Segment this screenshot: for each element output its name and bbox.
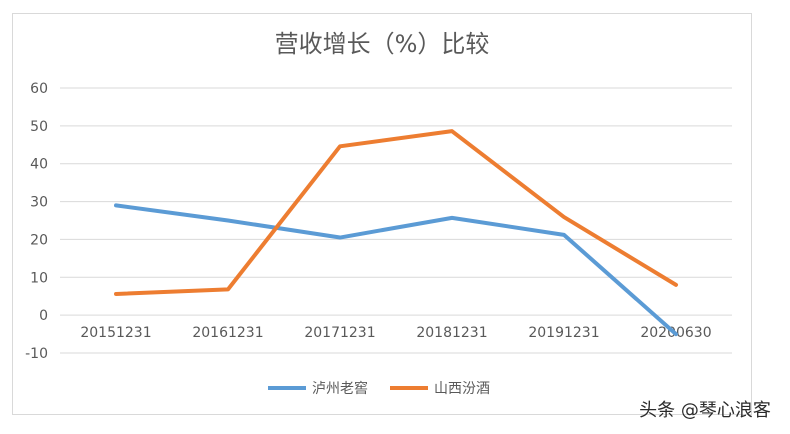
chart-title: 营收增长（%）比较: [275, 30, 490, 58]
x-tick-label: 20181231: [416, 325, 487, 341]
y-tick-label: 0: [39, 308, 48, 324]
x-axis-ticks: 20151231 20161231 20171231 20181231 20191231…: [80, 325, 711, 341]
y-tick-label: 20: [30, 232, 48, 248]
watermark-text: 头条 @琴心浪客: [639, 400, 771, 421]
x-tick-label: 20191231: [528, 325, 599, 341]
series-line-1: [114, 129, 678, 296]
grid: [60, 87, 732, 354]
y-tick-label: 40: [30, 157, 48, 173]
legend-label: 泸州老窖: [312, 380, 368, 397]
legend: 泸州老窖 山西汾酒: [268, 380, 490, 397]
x-tick-label: 20151231: [80, 325, 151, 341]
y-tick-label: 30: [30, 195, 48, 211]
legend-label: 山西汾酒: [434, 381, 490, 397]
series-line-0: [114, 203, 678, 337]
series-lines: [114, 129, 678, 337]
y-tick-label: -10: [25, 346, 48, 362]
x-tick-label: 20171231: [304, 325, 375, 341]
chart-frame: [12, 13, 752, 415]
y-axis-ticks: 60 50 40 30 20 10 0 -10: [25, 81, 48, 362]
y-tick-label: 10: [30, 270, 48, 286]
x-tick-label: 20161231: [192, 325, 263, 341]
y-tick-label: 60: [30, 81, 48, 97]
y-tick-label: 50: [30, 119, 48, 135]
